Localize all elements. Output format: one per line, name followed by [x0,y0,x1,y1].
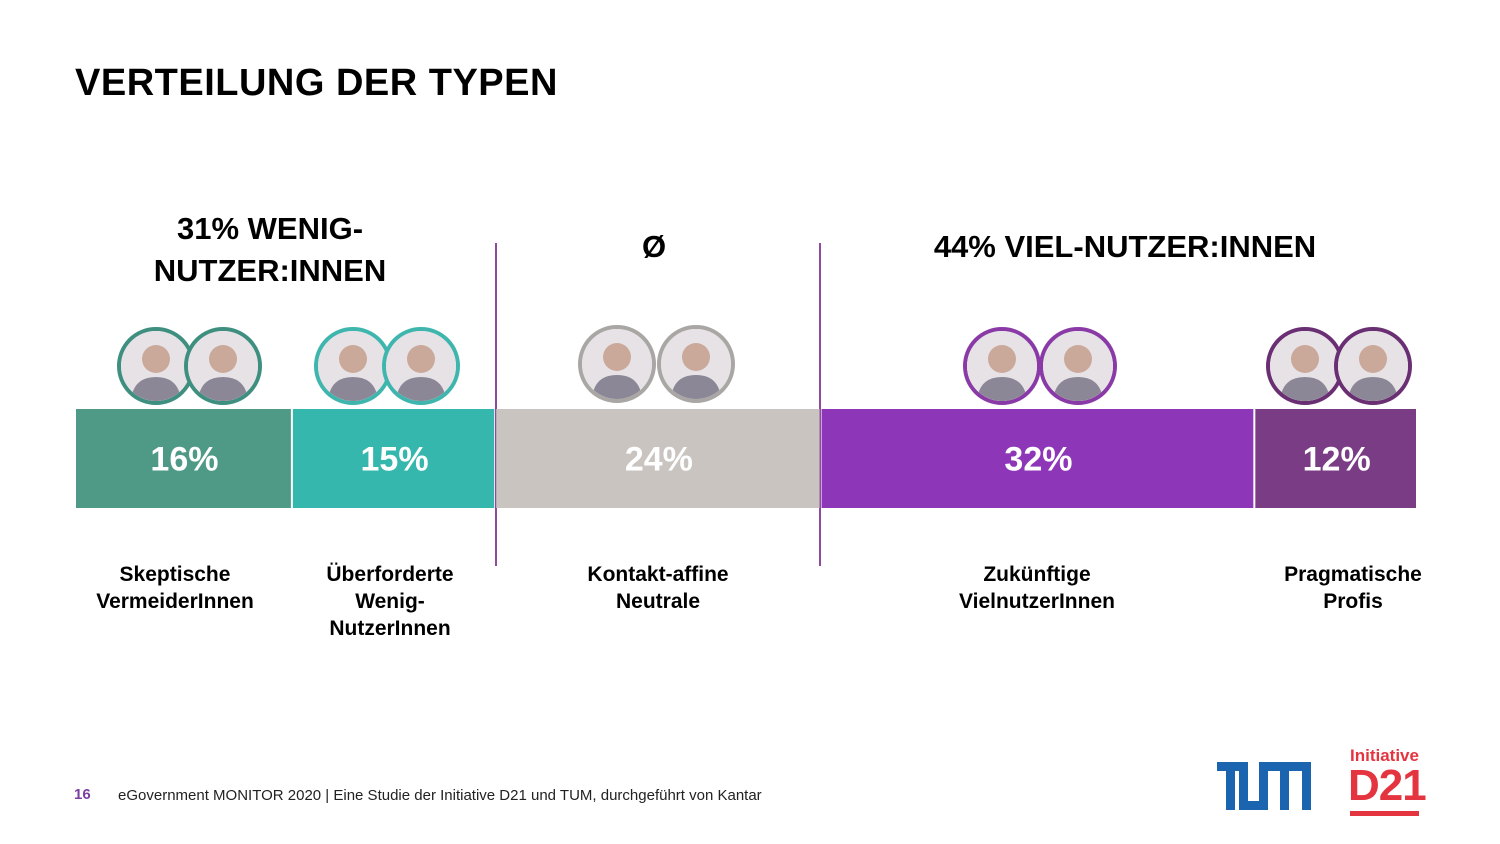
bar-segment-ueberforderte [292,409,495,508]
group-heading-average: Ø [641,229,667,264]
avatar [1266,327,1344,405]
data-label-neutrale: 24% [625,441,693,479]
avatar [657,325,735,403]
segment-label-neutrale: Kontakt-affine Neutrale [587,563,729,613]
avatar [578,325,656,403]
d21-logo-underline [1350,811,1419,816]
data-label-skeptische: 16% [150,441,218,479]
tum-logo [1217,762,1311,810]
segment-label-pragmatische: Pragmatische Profis [1284,563,1422,613]
divider-right [819,243,821,566]
d21-logo: D21 [1348,761,1427,810]
data-label-zukuenftige: 32% [1004,441,1072,479]
segment-label-ueberforderte: Überforderte Wenig- NutzerInnen [326,563,454,640]
data-label-ueberforderte: 15% [361,441,429,479]
segment-label-zukuenftige: Zukünftige VielnutzerInnen [959,563,1115,613]
group-heading-wenig-nutzer: 31% WENIG- NUTZER:INNEN [153,211,387,288]
bar-segment-skeptische [76,409,291,508]
avatar [117,327,195,405]
avatar [184,327,262,405]
avatar [382,327,460,405]
bar-segment-pragmatische [1255,409,1416,508]
segment-label-skeptische: Skeptische VermeiderInnen [96,563,254,613]
group-heading-viel-nutzer: 44% VIEL-NUTZER:INNEN [933,229,1317,264]
bar-segment-zukuenftige [821,409,1254,508]
divider-left [495,243,497,566]
avatar [1039,327,1117,405]
footer-source: eGovernment MONITOR 2020 | Eine Studie d… [118,787,762,804]
page-title: VERTEILUNG DER TYPEN [75,62,558,104]
avatar [314,327,392,405]
data-label-pragmatische: 12% [1303,441,1371,479]
page-number: 16 [74,786,91,803]
d21-logo-initiative: Initiative [1350,746,1419,765]
bar-segment-neutrale [496,409,820,508]
avatar [1334,327,1412,405]
avatar [963,327,1041,405]
